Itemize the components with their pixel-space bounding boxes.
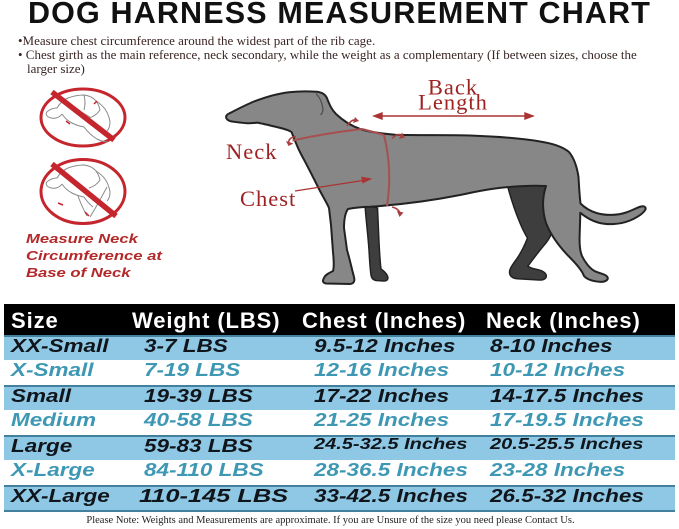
svg-text:Back: Back [428,75,478,100]
svg-text:Length: Length [418,90,488,115]
svg-text:Chest: Chest [240,186,296,211]
svg-text:Neck: Neck [226,139,277,164]
